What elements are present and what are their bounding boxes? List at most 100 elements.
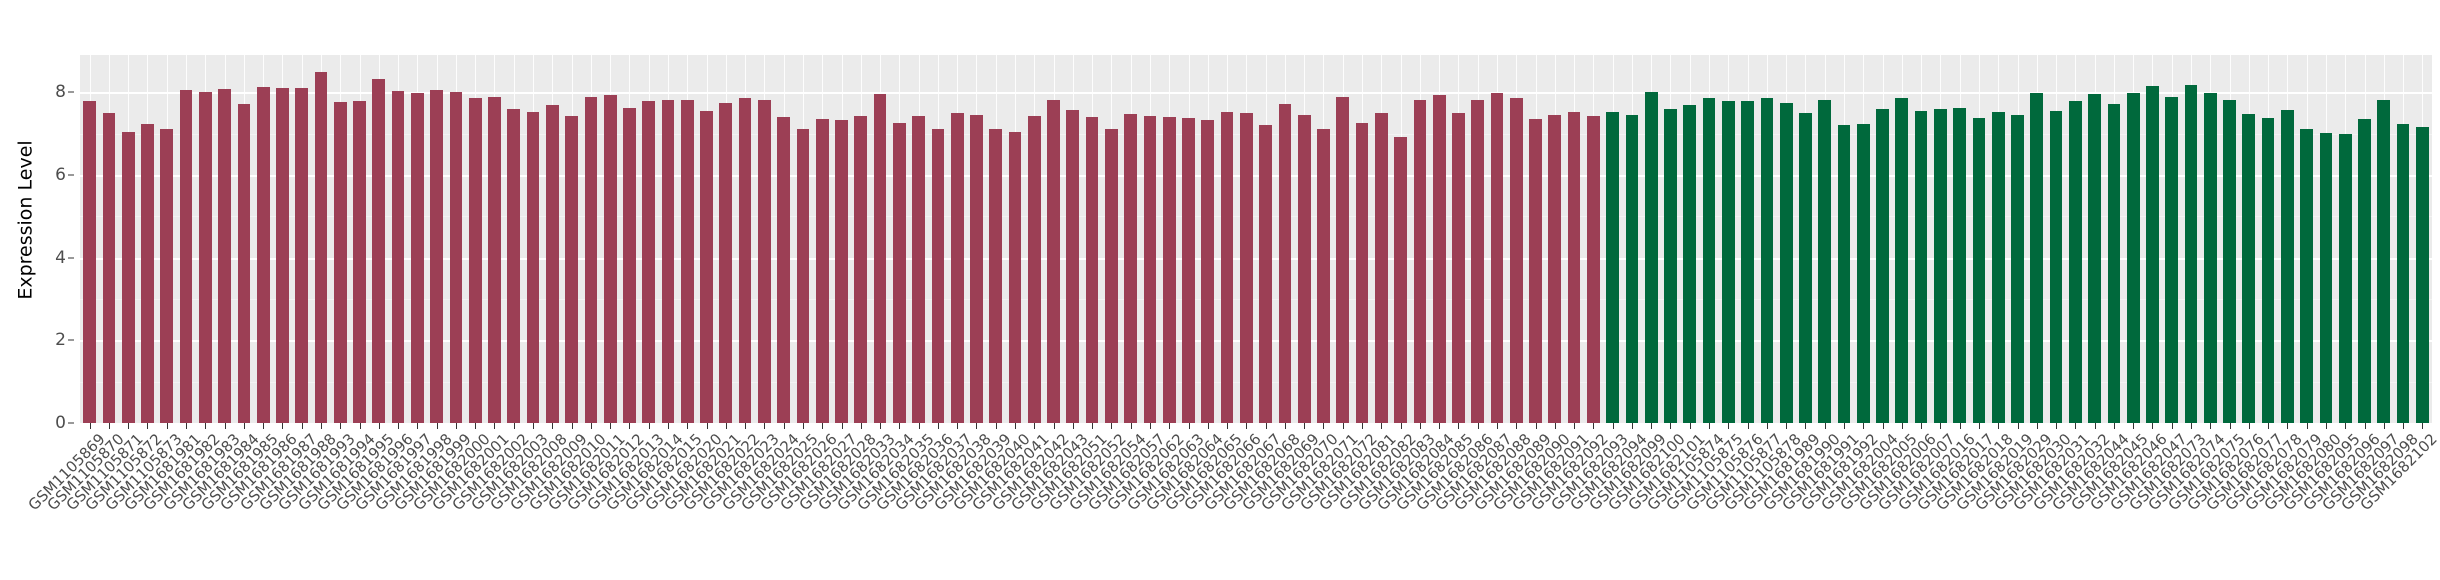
bar[interactable] [1471, 99, 1485, 423]
bar[interactable] [1741, 101, 1754, 423]
bar[interactable] [2319, 132, 2333, 423]
bar[interactable] [2068, 101, 2082, 423]
bar[interactable] [295, 87, 309, 423]
bar[interactable] [873, 94, 887, 423]
bar[interactable] [931, 128, 945, 423]
bar[interactable] [1394, 136, 1407, 423]
bar[interactable] [1664, 108, 1677, 423]
bar[interactable] [950, 112, 964, 423]
bar[interactable] [2203, 93, 2217, 423]
bar[interactable] [526, 112, 540, 423]
bar[interactable] [391, 90, 405, 423]
bar[interactable] [2242, 113, 2256, 423]
bar[interactable] [1105, 128, 1118, 423]
bar[interactable] [680, 99, 694, 423]
bar[interactable] [1509, 98, 1523, 423]
bar[interactable] [2030, 93, 2044, 423]
bar[interactable] [198, 92, 212, 423]
bar[interactable] [1587, 116, 1600, 423]
bar[interactable] [507, 108, 521, 423]
bar[interactable] [1239, 112, 1253, 423]
bar[interactable] [237, 103, 251, 423]
bar[interactable] [1837, 125, 1851, 423]
bar[interactable] [411, 93, 424, 423]
bar[interactable] [1818, 100, 1832, 423]
bar[interactable] [1162, 116, 1176, 423]
bar[interactable] [835, 120, 848, 423]
bar[interactable] [430, 90, 443, 423]
bar[interactable] [1452, 112, 1465, 423]
bar[interactable] [2415, 127, 2429, 423]
bar[interactable] [1317, 129, 1330, 423]
bar[interactable] [141, 124, 154, 423]
bar[interactable] [1567, 111, 1581, 423]
bar[interactable] [314, 71, 328, 423]
bar[interactable] [276, 87, 289, 423]
bar[interactable] [1220, 112, 1234, 423]
bar[interactable] [468, 98, 482, 423]
bar[interactable] [353, 101, 366, 423]
bar[interactable] [661, 100, 675, 423]
bar[interactable] [160, 128, 174, 423]
bar[interactable] [83, 101, 96, 423]
bar[interactable] [2107, 103, 2121, 423]
bar[interactable] [1548, 114, 1562, 423]
bar[interactable] [1259, 125, 1272, 423]
bar[interactable] [2281, 110, 2294, 423]
bar[interactable] [256, 86, 270, 423]
bar[interactable] [700, 111, 713, 423]
bar[interactable] [102, 112, 116, 423]
bar[interactable] [2396, 124, 2410, 423]
bar[interactable] [2126, 93, 2140, 423]
bar[interactable] [777, 117, 791, 423]
bar[interactable] [333, 102, 347, 423]
bar[interactable] [1278, 103, 1292, 423]
bar[interactable] [2358, 119, 2371, 423]
bar[interactable] [1047, 100, 1060, 423]
bar[interactable] [1721, 101, 1735, 423]
bar[interactable] [218, 88, 231, 423]
bar[interactable] [1683, 104, 1697, 423]
bar[interactable] [603, 94, 617, 423]
bar[interactable] [2261, 117, 2275, 423]
bar[interactable] [2223, 100, 2236, 423]
bar[interactable] [488, 96, 501, 423]
bar[interactable] [989, 128, 1003, 423]
bar[interactable] [1972, 117, 1986, 423]
bar[interactable] [1297, 114, 1311, 423]
bar[interactable] [719, 102, 733, 423]
bar[interactable] [642, 101, 656, 423]
bar[interactable] [1085, 117, 1099, 423]
bar[interactable] [2338, 134, 2352, 423]
bar[interactable] [1374, 112, 1388, 423]
bar[interactable] [1432, 94, 1446, 423]
bar[interactable] [2184, 84, 2198, 423]
bar[interactable] [970, 114, 983, 423]
bar[interactable] [1143, 116, 1157, 423]
bar[interactable] [565, 115, 578, 423]
bar[interactable] [179, 90, 193, 423]
bar[interactable] [1066, 110, 1080, 423]
bar[interactable] [1644, 91, 1658, 423]
bar[interactable] [584, 97, 598, 423]
bar[interactable] [2300, 128, 2314, 423]
bar[interactable] [796, 128, 810, 423]
bar[interactable] [1799, 112, 1812, 423]
bar[interactable] [1201, 119, 1215, 423]
bar[interactable] [892, 123, 906, 423]
bar[interactable] [2011, 114, 2024, 423]
bar[interactable] [1895, 98, 1909, 423]
bar[interactable] [2165, 97, 2179, 423]
bar[interactable] [623, 107, 636, 423]
bar[interactable] [1413, 99, 1427, 423]
bar[interactable] [2088, 94, 2101, 423]
bar[interactable] [1914, 110, 1928, 423]
bar[interactable] [1779, 103, 1793, 423]
bar[interactable] [2049, 111, 2063, 423]
bar[interactable] [1953, 107, 1967, 423]
bar[interactable] [1027, 116, 1041, 423]
bar[interactable] [2146, 86, 2159, 423]
bar[interactable] [1124, 113, 1138, 423]
bar[interactable] [1856, 124, 1870, 423]
bar[interactable] [738, 98, 752, 423]
